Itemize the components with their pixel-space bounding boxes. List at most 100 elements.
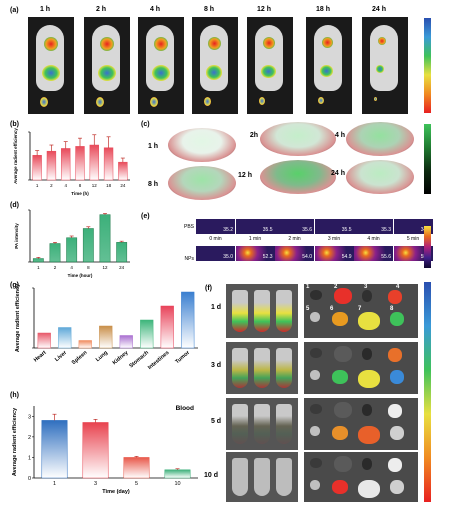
mouse-body bbox=[146, 25, 174, 91]
foot-signal-spot bbox=[150, 97, 158, 107]
organ bbox=[388, 458, 402, 472]
organ-number: 4 bbox=[396, 284, 400, 290]
pbs-temperature: 35.3 bbox=[381, 227, 391, 233]
day-label: 3 d bbox=[210, 362, 222, 369]
mouse-image bbox=[138, 17, 184, 114]
x-tick-label: 4 bbox=[64, 183, 67, 188]
x-tick-label: Lung bbox=[95, 350, 109, 363]
time-label: 18 h bbox=[315, 6, 330, 13]
tumor-signal-spot bbox=[98, 65, 116, 81]
pbs-temperature: 35.5 bbox=[262, 227, 273, 233]
organ bbox=[310, 480, 320, 490]
nps-temperature: 54.0 bbox=[302, 254, 312, 260]
organ-number: 7 bbox=[358, 306, 362, 312]
x-tick-label: 4 bbox=[70, 265, 73, 270]
bar bbox=[119, 335, 133, 349]
panel-f-colorbar bbox=[424, 282, 431, 502]
time-label: 12 h bbox=[256, 6, 271, 13]
x-tick-label: Tumor bbox=[174, 349, 191, 365]
x-axis-label: Time (h) bbox=[71, 191, 89, 196]
organ bbox=[334, 402, 352, 418]
panel-c-label: (c) bbox=[141, 121, 150, 128]
panel-d-label: (d) bbox=[10, 202, 19, 209]
foot-signal-spot bbox=[40, 97, 48, 107]
bar bbox=[116, 242, 128, 263]
organ bbox=[310, 348, 322, 358]
organ bbox=[362, 348, 372, 360]
organ bbox=[310, 426, 320, 436]
bar bbox=[99, 325, 113, 349]
bar bbox=[160, 305, 174, 349]
pbs-thermal-image: 35.5 bbox=[314, 219, 354, 234]
panel-e-colorbar bbox=[424, 226, 431, 268]
signal-spot bbox=[208, 37, 221, 50]
organ bbox=[310, 404, 322, 414]
panel-h-label: (h) bbox=[10, 392, 19, 399]
pbs-thermal-image: 35.6 bbox=[275, 219, 314, 234]
x-tick-label: 24 bbox=[120, 183, 126, 188]
pbs-temperature: 35.6 bbox=[302, 227, 312, 233]
circle-image bbox=[168, 128, 236, 162]
foot-signal-spot bbox=[374, 97, 378, 101]
mouse-image bbox=[84, 17, 130, 114]
panel-a-colorbar bbox=[424, 18, 431, 113]
nps-thermal-image: 54.9 bbox=[314, 246, 354, 261]
nps-temperature: 35.0 bbox=[223, 254, 233, 260]
mouse-body bbox=[36, 25, 64, 91]
time-label: 4 h bbox=[334, 132, 346, 139]
nps-thermal-image: 55.6 bbox=[354, 246, 393, 261]
time-label: 12 h bbox=[237, 172, 252, 179]
mouse-image bbox=[28, 17, 74, 114]
bar bbox=[78, 340, 92, 349]
signal-spot bbox=[44, 37, 58, 51]
nps-temperature: 55.6 bbox=[381, 254, 391, 260]
organ bbox=[390, 312, 404, 326]
tumor-signal-spot bbox=[152, 65, 170, 81]
tube bbox=[254, 458, 270, 496]
x-tick-label: 10 bbox=[174, 481, 180, 487]
tumor-signal-spot bbox=[42, 65, 60, 81]
x-tick-label: 24 bbox=[119, 265, 125, 270]
foot-signal-spot bbox=[204, 97, 212, 106]
tube bbox=[232, 290, 248, 332]
signal-spot bbox=[378, 37, 386, 45]
x-tick-label: 12 bbox=[102, 265, 108, 270]
pbs-thermal-image: 35.2 bbox=[196, 219, 235, 234]
time-label: 0 min bbox=[209, 236, 222, 242]
circle-image bbox=[260, 160, 336, 194]
pbs-temperature: 35.5 bbox=[341, 227, 352, 233]
panel-g-label: (g) bbox=[10, 282, 19, 289]
bar bbox=[58, 327, 72, 349]
tumor-signal-spot bbox=[376, 65, 385, 73]
tube bbox=[276, 348, 292, 388]
organ-number: 3 bbox=[364, 284, 368, 290]
pbs-temperature: 35.2 bbox=[223, 227, 233, 233]
time-label: 24 h bbox=[330, 170, 345, 177]
y-axis-label: Average radient efficiency bbox=[15, 284, 21, 352]
organ bbox=[362, 290, 372, 302]
y-axis-label: PA intensity bbox=[14, 223, 19, 249]
organ bbox=[358, 480, 380, 498]
day-label: 5 d bbox=[210, 418, 222, 425]
chart-h: 1 3 5 10 0 1 2 3 Average radient efficiency Time … bbox=[12, 405, 198, 495]
organ-image: 1 2 3 4 5 6 7 8 bbox=[304, 284, 418, 338]
tube bbox=[232, 348, 248, 388]
circle-image bbox=[260, 122, 336, 156]
tube-image bbox=[226, 342, 298, 394]
tumor-signal-spot bbox=[261, 65, 276, 79]
bar bbox=[32, 155, 42, 181]
organ bbox=[310, 290, 322, 300]
mouse-body bbox=[314, 25, 342, 91]
time-label: 2 h bbox=[95, 6, 107, 13]
time-label: 1 min bbox=[248, 236, 262, 242]
bar bbox=[37, 332, 51, 349]
signal-spot bbox=[154, 37, 168, 51]
organ bbox=[310, 312, 320, 322]
organ bbox=[390, 480, 404, 494]
x-tick-label: 1 bbox=[53, 481, 56, 487]
x-tick-label: Liver bbox=[54, 349, 69, 363]
time-label: 1 h bbox=[147, 143, 159, 150]
x-tick-label: 8 bbox=[87, 265, 90, 270]
